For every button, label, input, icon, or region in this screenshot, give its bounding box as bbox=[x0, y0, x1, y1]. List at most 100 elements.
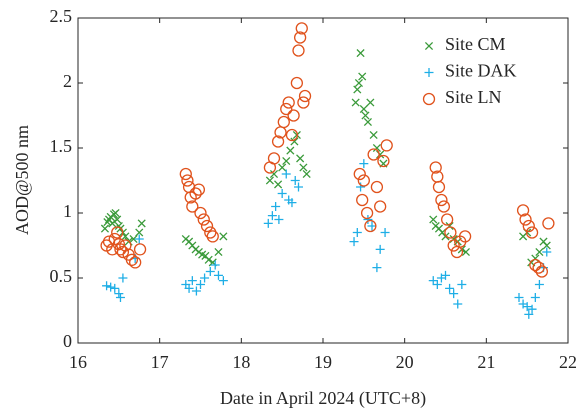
point bbox=[432, 280, 442, 289]
point bbox=[286, 146, 295, 155]
point bbox=[542, 241, 551, 250]
point bbox=[519, 213, 532, 226]
y-tick-label: 2.5 bbox=[50, 6, 73, 26]
point bbox=[129, 256, 142, 269]
legend-label: Site DAK bbox=[445, 61, 517, 81]
point bbox=[357, 174, 370, 187]
point bbox=[375, 244, 385, 254]
point bbox=[179, 167, 192, 181]
point bbox=[194, 206, 207, 220]
point bbox=[349, 237, 359, 247]
point bbox=[376, 150, 385, 159]
point bbox=[532, 261, 545, 274]
point bbox=[297, 96, 310, 109]
point bbox=[184, 283, 194, 293]
point bbox=[280, 102, 293, 116]
point bbox=[265, 176, 274, 185]
point bbox=[352, 228, 362, 237]
point bbox=[429, 161, 442, 174]
point bbox=[290, 76, 304, 90]
point bbox=[302, 169, 311, 179]
point bbox=[287, 198, 297, 208]
x-tick-label: 17 bbox=[151, 352, 169, 372]
point bbox=[133, 243, 147, 256]
point bbox=[191, 286, 201, 296]
point bbox=[358, 72, 367, 81]
point bbox=[282, 156, 291, 166]
point bbox=[299, 163, 308, 172]
y-axis-label: AOD@500 nm bbox=[12, 125, 32, 235]
x-tick-label: 22 bbox=[559, 352, 577, 372]
legend-label: Site CM bbox=[445, 34, 506, 54]
point bbox=[356, 49, 365, 58]
point bbox=[274, 215, 284, 224]
point bbox=[113, 215, 122, 224]
point bbox=[449, 234, 458, 244]
point bbox=[269, 169, 279, 179]
point bbox=[295, 22, 308, 35]
point bbox=[134, 234, 144, 244]
point bbox=[110, 283, 120, 293]
point bbox=[102, 281, 112, 291]
point bbox=[118, 273, 128, 283]
point bbox=[370, 180, 384, 194]
y-tick-label: 1 bbox=[63, 201, 72, 221]
point bbox=[106, 282, 116, 292]
x-tick-label: 20 bbox=[396, 352, 414, 372]
point bbox=[186, 200, 199, 213]
point bbox=[522, 302, 532, 312]
point bbox=[189, 187, 202, 200]
point bbox=[522, 219, 535, 233]
point bbox=[219, 232, 228, 241]
point bbox=[428, 276, 438, 286]
point bbox=[200, 219, 214, 233]
point bbox=[213, 270, 223, 280]
point bbox=[530, 293, 540, 302]
point bbox=[274, 180, 283, 189]
legend-marker bbox=[424, 68, 434, 77]
point bbox=[267, 211, 277, 221]
point bbox=[449, 289, 459, 299]
point bbox=[535, 265, 549, 278]
x-tick-label: 18 bbox=[232, 352, 250, 372]
point bbox=[380, 139, 393, 152]
legend-label: Site LN bbox=[445, 87, 502, 107]
point bbox=[287, 109, 300, 122]
point bbox=[108, 219, 117, 228]
point bbox=[263, 218, 273, 228]
point bbox=[112, 238, 125, 251]
point bbox=[353, 167, 366, 181]
point bbox=[292, 44, 305, 57]
point bbox=[277, 115, 290, 129]
point bbox=[432, 180, 446, 194]
point bbox=[535, 247, 544, 257]
point bbox=[205, 267, 215, 276]
point bbox=[453, 299, 463, 309]
legend-marker bbox=[424, 41, 434, 51]
point bbox=[364, 219, 377, 233]
point bbox=[363, 215, 373, 224]
point bbox=[461, 247, 470, 257]
x-tick-label: 16 bbox=[69, 352, 87, 372]
point bbox=[125, 253, 139, 266]
point bbox=[369, 130, 378, 140]
point bbox=[372, 143, 381, 153]
point bbox=[192, 183, 206, 196]
point bbox=[366, 98, 375, 107]
point bbox=[278, 163, 287, 172]
point bbox=[450, 245, 464, 259]
point bbox=[441, 232, 450, 241]
point bbox=[529, 258, 542, 272]
point bbox=[135, 228, 144, 237]
point bbox=[129, 234, 138, 244]
point bbox=[206, 230, 219, 243]
y-tick-label: 2 bbox=[63, 71, 72, 91]
point bbox=[271, 202, 281, 211]
point bbox=[187, 276, 197, 286]
point bbox=[429, 215, 438, 224]
point bbox=[534, 280, 544, 289]
point bbox=[267, 152, 281, 165]
point bbox=[277, 189, 287, 198]
x-tick-label: 19 bbox=[314, 352, 332, 372]
